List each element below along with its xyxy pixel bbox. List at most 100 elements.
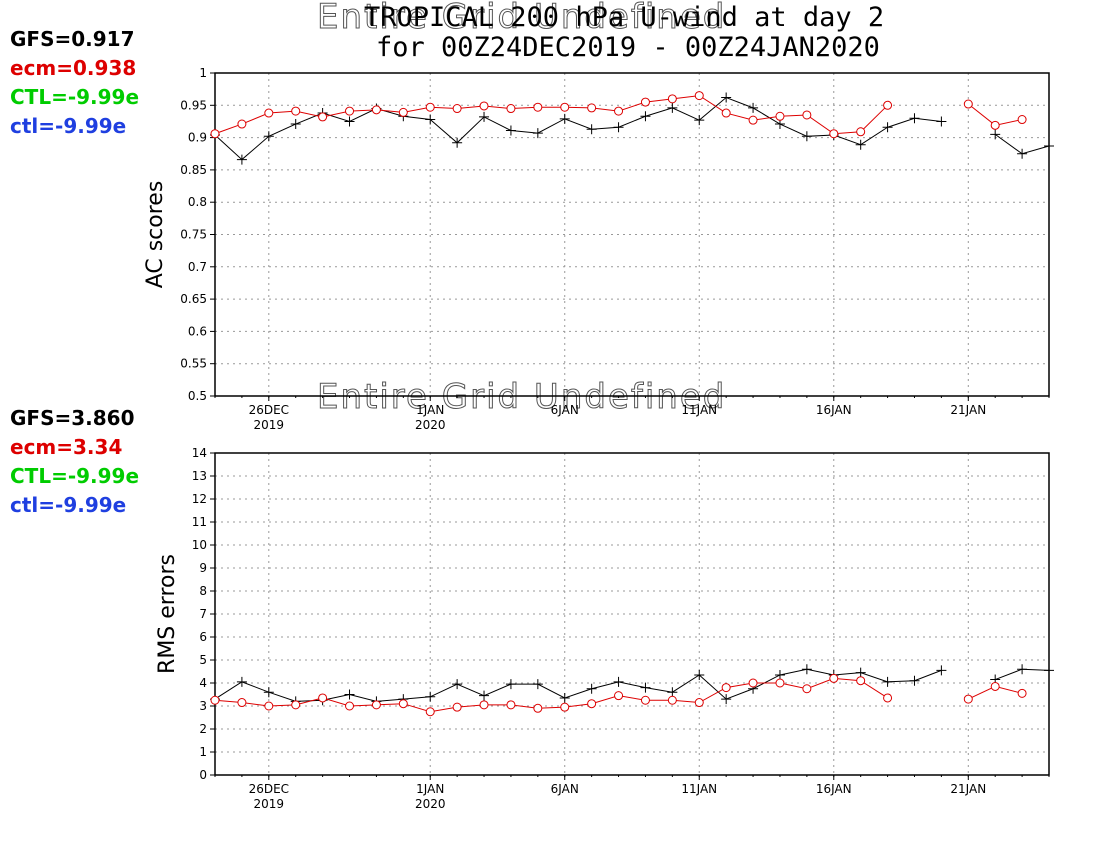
data-point-gfs	[909, 113, 920, 124]
plot-frame	[214, 452, 1050, 776]
data-point-ecm	[345, 701, 355, 711]
score-ctl-upper: CTL=-9.99e	[10, 85, 139, 109]
data-point-gfs	[694, 115, 705, 126]
data-point-ecm	[533, 703, 543, 713]
data-point-ecm	[452, 702, 462, 712]
y-tick-label: 0.95	[180, 98, 207, 112]
data-point-ecm	[963, 694, 973, 704]
y-tick-label: 6	[199, 630, 207, 644]
data-point-ecm	[425, 102, 435, 112]
y-tick-label: 0.75	[180, 228, 207, 242]
x-tick-label: 11JAN	[681, 403, 717, 417]
data-point-ecm	[640, 695, 650, 705]
data-point-ecm	[291, 700, 301, 710]
y-tick-label: 4	[199, 676, 207, 690]
data-point-ecm	[1017, 688, 1027, 698]
data-point-ecm	[748, 115, 758, 125]
data-point-gfs	[936, 116, 947, 127]
data-point-ecm	[614, 691, 624, 701]
y-tick-label: 1	[199, 745, 207, 759]
score-gfs: GFS=0.917	[10, 27, 135, 51]
data-point-gfs	[532, 679, 543, 690]
data-point-gfs	[748, 102, 759, 113]
data-point-ecm	[425, 707, 435, 717]
y-axis-label: RMS errors	[155, 554, 180, 674]
data-point-ecm	[560, 102, 570, 112]
series-gfs	[210, 92, 1054, 165]
x-tick-label: 16JAN	[816, 782, 852, 796]
data-point-gfs	[801, 664, 812, 675]
x-tick-sublabel: 2020	[415, 797, 446, 811]
data-point-gfs	[344, 689, 355, 700]
panel-1: GFS=0.917 ecm=0.938 CTL=-9.99e ctl=-9.99e AC…	[10, 27, 1054, 432]
series-line-ecm	[214, 95, 888, 135]
y-tick-label: 7	[199, 607, 207, 621]
data-point-ecm	[667, 94, 677, 104]
y-tick-label: 0.65	[180, 292, 207, 306]
data-point-gfs	[505, 679, 516, 690]
data-point-ecm	[694, 698, 704, 708]
data-point-ecm	[291, 106, 301, 116]
data-point-gfs	[721, 92, 732, 103]
y-tick-label: 10	[192, 538, 207, 552]
data-point-ecm	[748, 678, 758, 688]
y-tick-label: 9	[199, 561, 207, 575]
data-point-ecm	[210, 129, 220, 139]
data-point-gfs	[909, 675, 920, 686]
data-point-ecm	[883, 693, 893, 703]
y-tick-label: 0.6	[188, 324, 207, 338]
y-axis-label: AC scores	[143, 181, 168, 289]
data-point-gfs	[667, 102, 678, 113]
data-point-gfs	[586, 124, 597, 135]
data-point-gfs	[774, 669, 785, 680]
chart-title: TROPICAL 200 hPa U-wind at day 2	[364, 2, 884, 33]
data-point-gfs	[479, 111, 490, 122]
data-point-ecm	[264, 701, 274, 711]
data-point-ecm	[721, 683, 731, 693]
y-tick-label: 5	[199, 653, 207, 667]
data-point-ecm	[371, 700, 381, 710]
data-point-gfs	[721, 694, 732, 705]
data-point-gfs	[479, 690, 490, 701]
data-point-ecm	[829, 673, 839, 683]
data-point-gfs	[640, 111, 651, 122]
data-point-gfs	[236, 154, 247, 165]
y-tick-label: 8	[199, 584, 207, 598]
data-point-gfs	[801, 131, 812, 142]
data-point-ecm	[371, 105, 381, 115]
x-tick-sublabel: 2020	[415, 418, 446, 432]
x-tick-label: 16JAN	[816, 403, 852, 417]
score-ecm: ecm=0.938	[10, 56, 136, 80]
series-gfs	[210, 664, 1054, 707]
data-point-ecm	[963, 99, 973, 109]
x-tick-label: 26DEC	[249, 403, 289, 417]
x-tick-label: 11JAN	[681, 782, 717, 796]
series-ecm	[210, 91, 1027, 139]
panel-2: GFS=3.860 ecm=3.34 CTL=-9.99e ctl=-9.99e RMS…	[10, 406, 1054, 811]
data-point-ecm	[479, 700, 489, 710]
data-point-ecm	[694, 91, 704, 101]
score-ecm: ecm=3.34	[10, 435, 122, 459]
y-tick-label: 0	[199, 768, 207, 782]
x-tick-label: 1JAN	[416, 403, 444, 417]
x-tick-label: 21JAN	[950, 782, 986, 796]
overlay-text-bottom: Entire Grid Undefined	[317, 377, 726, 417]
data-point-ecm	[775, 111, 785, 121]
data-point-ecm	[398, 699, 408, 709]
data-point-ecm	[210, 695, 220, 705]
data-point-ecm	[506, 104, 516, 114]
data-point-ecm	[990, 681, 1000, 691]
data-point-ecm	[775, 678, 785, 688]
data-point-ecm	[640, 97, 650, 107]
data-point-ecm	[345, 106, 355, 116]
data-point-ecm	[587, 103, 597, 113]
data-point-ecm	[560, 702, 570, 712]
data-point-ecm	[883, 100, 893, 110]
data-point-ecm	[264, 108, 274, 118]
data-point-ecm	[452, 104, 462, 114]
y-tick-label: 14	[192, 446, 207, 460]
score-ctl-lower: ctl=-9.99e	[10, 493, 126, 517]
data-point-gfs	[667, 687, 678, 698]
y-tick-label: 13	[192, 469, 207, 483]
data-point-gfs	[344, 116, 355, 127]
